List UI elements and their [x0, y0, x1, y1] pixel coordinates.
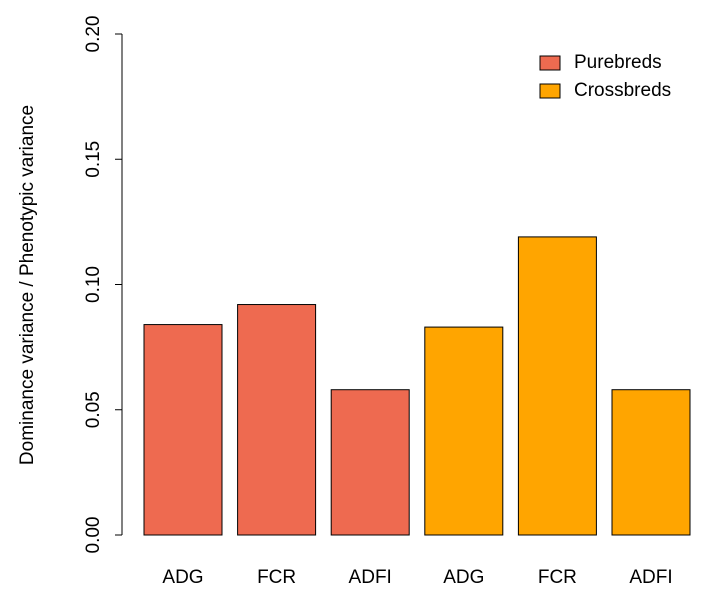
y-tick-label: 0.00	[83, 517, 104, 554]
y-tick-label: 0.20	[83, 16, 104, 53]
bar	[611, 389, 691, 536]
x-tick-label: ADFI	[349, 567, 392, 588]
x-tick-label: ADG	[162, 567, 203, 588]
bar	[330, 389, 410, 536]
legend-swatch	[539, 83, 561, 99]
y-tick-label: 0.10	[83, 266, 104, 303]
x-tick-label: FCR	[538, 567, 577, 588]
bar	[143, 324, 223, 536]
x-tick-label: ADFI	[629, 567, 672, 588]
bar	[517, 236, 597, 536]
legend-swatch	[539, 55, 561, 71]
bar	[237, 304, 317, 536]
bar	[424, 326, 504, 536]
legend-label: Crossbreds	[574, 80, 671, 101]
y-tick-label: 0.05	[83, 391, 104, 428]
x-tick-label: ADG	[443, 567, 484, 588]
y-tick-label: 0.15	[83, 141, 104, 178]
legend-label: Purebreds	[574, 52, 662, 73]
x-tick-label: FCR	[257, 567, 296, 588]
y-axis-label: Dominance variance / Phenotypic variance	[17, 105, 38, 465]
